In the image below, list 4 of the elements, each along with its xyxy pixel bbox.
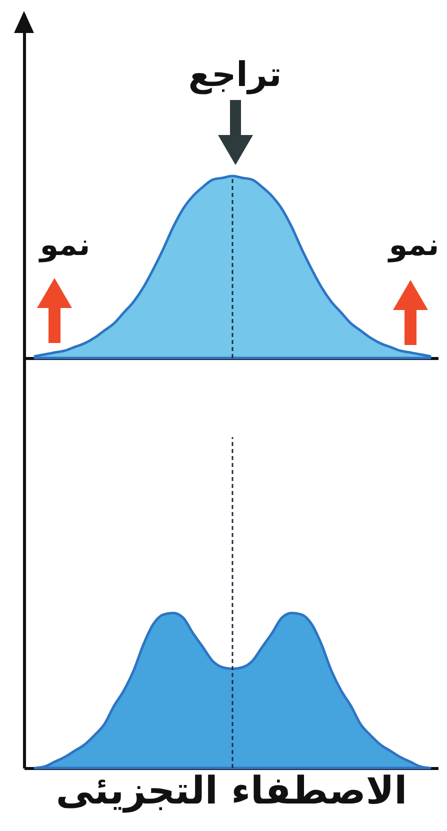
annotation: نمو (38, 228, 90, 263)
text: تراجع (188, 55, 282, 95)
annotation: نمو (386, 228, 440, 263)
x-axis-title: الاصطفاء التجزيئى (56, 768, 408, 814)
